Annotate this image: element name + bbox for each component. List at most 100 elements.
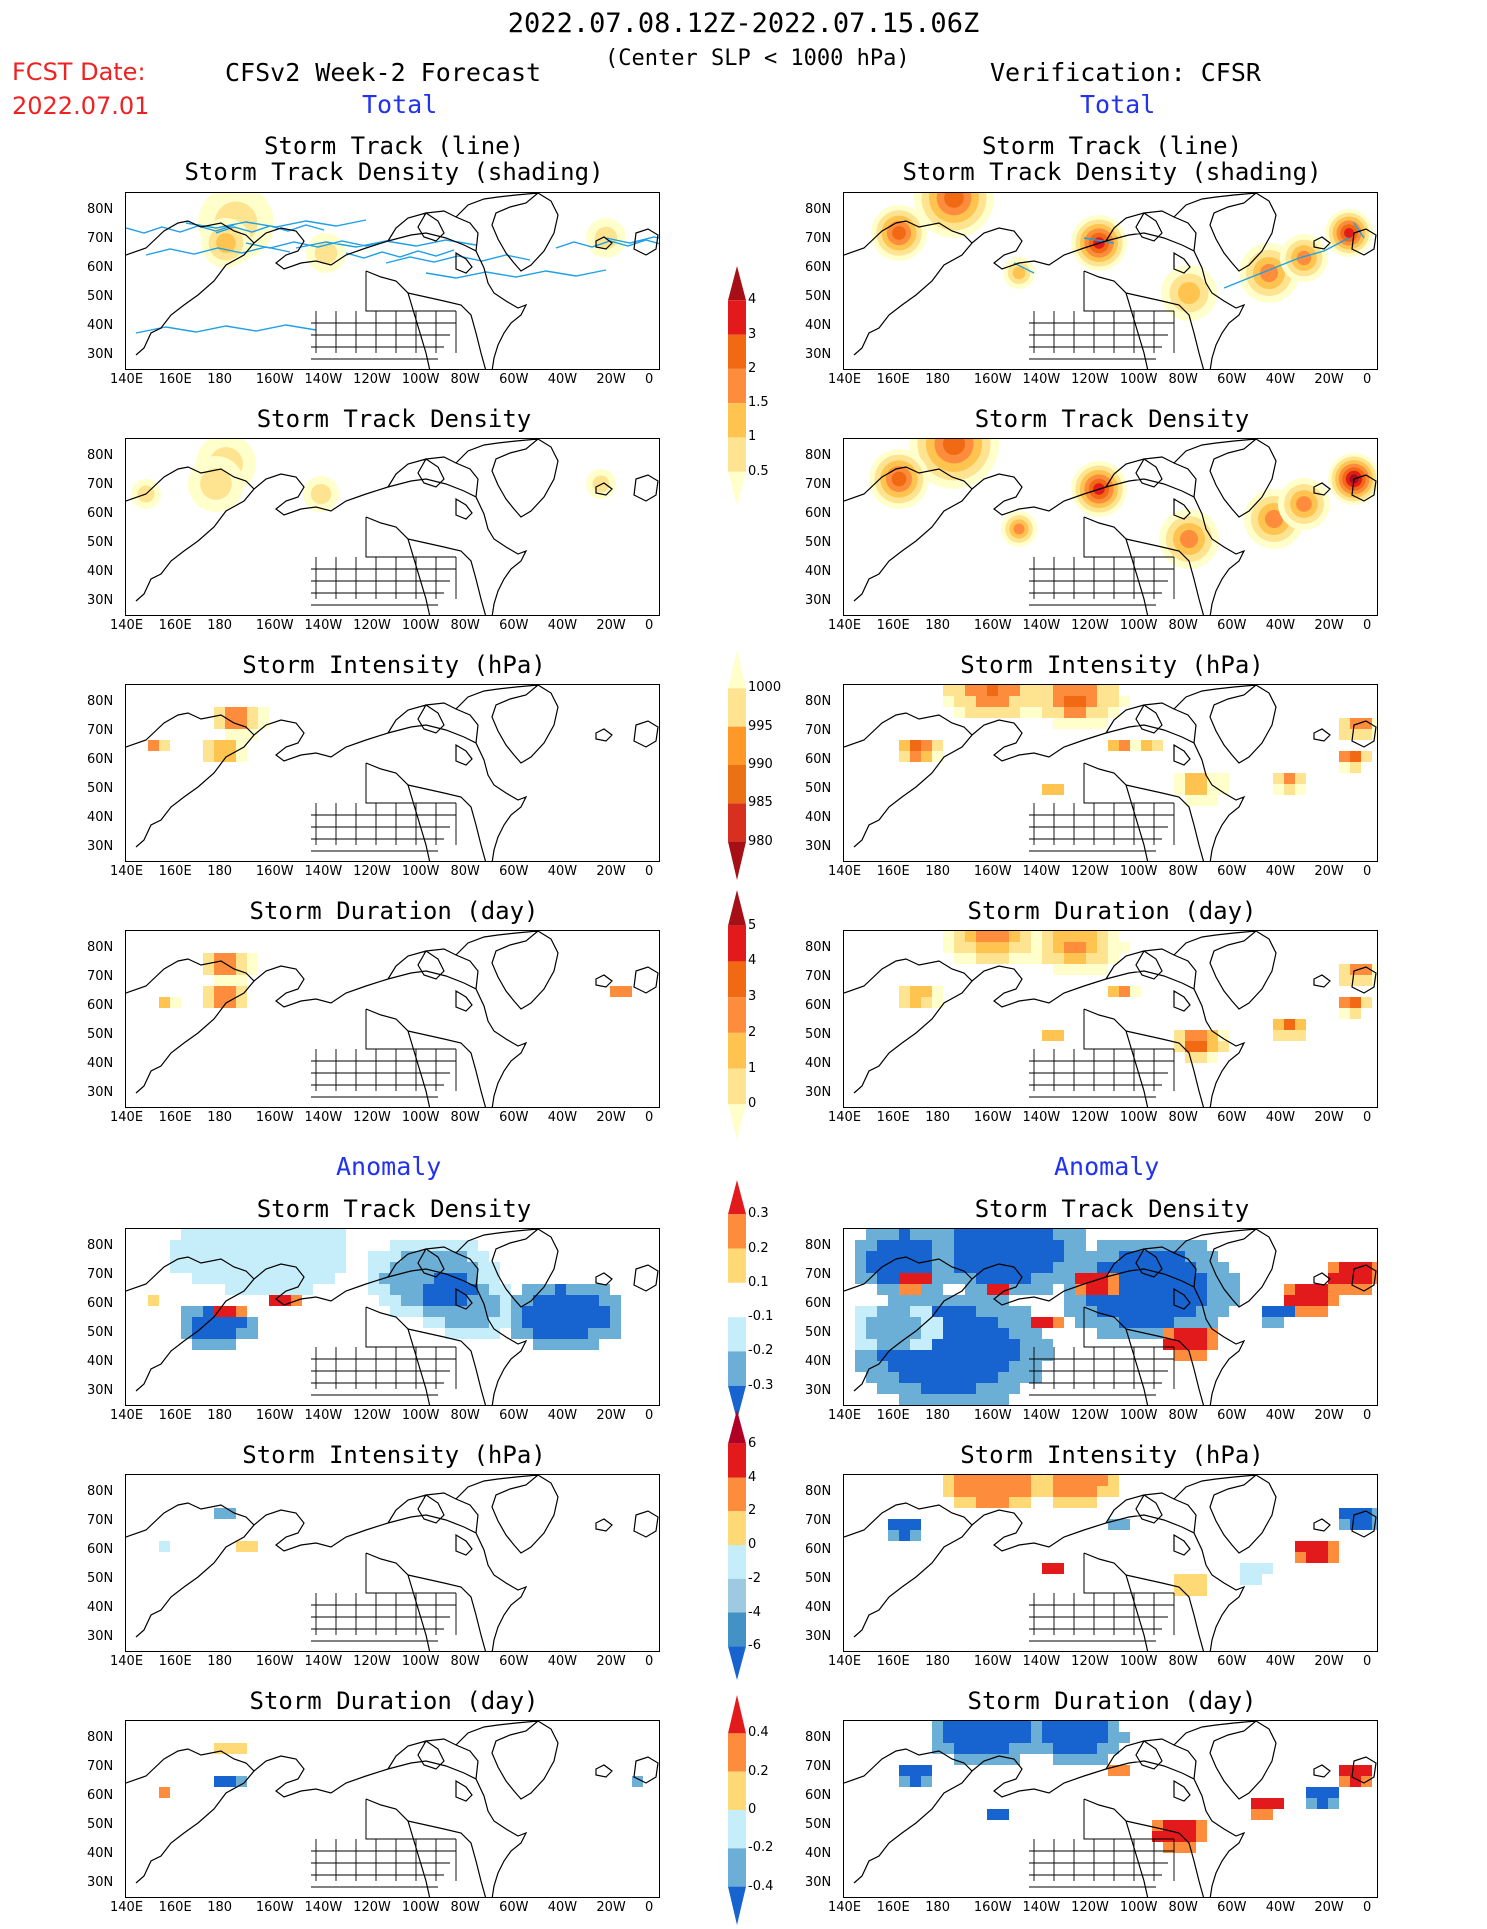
lon-tick-label: 0 bbox=[645, 618, 654, 633]
lon-tick-label: 20W bbox=[1314, 618, 1344, 633]
colorbar-label: -6 bbox=[748, 1638, 761, 1654]
colorbar-segment bbox=[728, 1733, 746, 1772]
lon-tick-label: 20W bbox=[596, 1900, 626, 1915]
colorbar-segment bbox=[728, 803, 746, 842]
lon-tick-label: 120W bbox=[1071, 1408, 1109, 1423]
colorbar-segment bbox=[728, 997, 746, 1033]
lon-tick-label: 40W bbox=[1265, 1408, 1296, 1423]
lat-tick-label: 40N bbox=[87, 318, 114, 333]
colorbar-label: 985 bbox=[748, 795, 773, 811]
colorbar-segment bbox=[728, 841, 746, 880]
lon-tick-label: 100W bbox=[1119, 372, 1158, 387]
left-p4-title: Storm Duration (day) bbox=[249, 897, 539, 925]
colorbar-segment bbox=[728, 266, 746, 301]
lon-tick-label: 140E bbox=[828, 1654, 862, 1669]
colorbar-total-density: 4 3 2 1.5 1 0.5 bbox=[728, 266, 808, 506]
lon-tick-label: 160E bbox=[876, 1654, 910, 1669]
lat-tick-label: 80N bbox=[87, 202, 114, 217]
lon-tick-label: 140E bbox=[828, 372, 862, 387]
lon-tick-label: 160W bbox=[973, 618, 1012, 633]
map-panel-R4 bbox=[843, 930, 1378, 1108]
right-heading: Verification: CFSR bbox=[990, 58, 1261, 87]
colorbar-label: 0.4 bbox=[748, 1725, 769, 1741]
lon-tick-label: 160W bbox=[255, 1408, 294, 1423]
lon-tick-label: 60W bbox=[499, 618, 529, 633]
lon-tick-label: 20W bbox=[596, 618, 626, 633]
lon-tick-label: 0 bbox=[1363, 372, 1372, 387]
lat-tick-label: 50N bbox=[805, 781, 832, 796]
lat-tick-label: 80N bbox=[805, 1730, 832, 1745]
lat-tick-label: 30N bbox=[805, 1629, 832, 1644]
lat-tick-label: 40N bbox=[87, 1056, 114, 1071]
lat-tick-label: 70N bbox=[87, 723, 114, 738]
lat-tick-label: 40N bbox=[87, 1354, 114, 1369]
colorbar-label: 1 bbox=[748, 429, 757, 445]
map-panel-L4 bbox=[125, 930, 660, 1108]
lon-tick-label: 140E bbox=[828, 864, 862, 879]
map-canvas bbox=[844, 1229, 1377, 1405]
lon-tick-label: 40W bbox=[547, 1654, 578, 1669]
lat-tick-label: 60N bbox=[805, 1296, 832, 1311]
lat-tick-label: 80N bbox=[87, 1730, 114, 1745]
lon-tick-label: 60W bbox=[499, 1900, 529, 1915]
subtitle: (Center SLP < 1000 hPa) bbox=[605, 46, 910, 71]
lat-tick-label: 60N bbox=[87, 998, 114, 1013]
lon-tick-label: 20W bbox=[1314, 864, 1344, 879]
colorbar-segment bbox=[728, 961, 746, 998]
lon-tick-label: 180 bbox=[207, 1900, 233, 1915]
lon-tick-label: 160W bbox=[255, 1900, 294, 1915]
colorbar-segment bbox=[728, 1104, 746, 1140]
lon-tick-label: 160E bbox=[876, 1900, 910, 1915]
lon-tick-label: 140W bbox=[1022, 618, 1061, 633]
lon-tick-label: 120W bbox=[353, 618, 391, 633]
fcst-label: FCST Date: bbox=[12, 58, 146, 86]
lat-tick-label: 80N bbox=[87, 1238, 114, 1253]
colorbar-segment bbox=[728, 1695, 746, 1734]
lon-tick-label: 100W bbox=[1119, 1408, 1158, 1423]
lon-tick-label: 120W bbox=[353, 1110, 391, 1125]
lon-tick-label: 40W bbox=[547, 618, 578, 633]
lat-tick-label: 70N bbox=[87, 1759, 114, 1774]
colorbar-segment bbox=[728, 1248, 746, 1283]
map-panel-L2 bbox=[125, 438, 660, 616]
lon-tick-label: 140W bbox=[304, 1900, 343, 1915]
lon-tick-label: 180 bbox=[925, 1110, 951, 1125]
lon-tick-label: 40W bbox=[1265, 1110, 1296, 1125]
lon-tick-label: 80W bbox=[450, 372, 480, 387]
right-p7-title: Storm Duration (day) bbox=[967, 1687, 1257, 1715]
lon-tick-label: 100W bbox=[401, 864, 440, 879]
lon-tick-label: 40W bbox=[547, 372, 578, 387]
lat-tick-label: 70N bbox=[87, 1513, 114, 1528]
colorbar-segment bbox=[728, 1848, 746, 1887]
colorbar-label: 2 bbox=[748, 1024, 757, 1040]
colorbar-segment bbox=[728, 1410, 746, 1444]
lon-tick-label: 60W bbox=[499, 1408, 529, 1423]
lon-tick-label: 40W bbox=[547, 1408, 578, 1423]
lon-tick-label: 80W bbox=[1168, 1408, 1198, 1423]
colorbar-segment bbox=[728, 1385, 746, 1420]
colorbar-label: -0.2 bbox=[748, 1343, 774, 1359]
colorbar-label: 3 bbox=[748, 989, 757, 1005]
lon-tick-label: 120W bbox=[1071, 864, 1109, 879]
map-canvas bbox=[844, 1475, 1377, 1651]
lon-tick-label: 160E bbox=[158, 1110, 192, 1125]
colorbar-segment bbox=[728, 1032, 746, 1069]
map-canvas bbox=[844, 685, 1377, 861]
lat-tick-label: 50N bbox=[87, 1027, 114, 1042]
lat-tick-label: 80N bbox=[805, 448, 832, 463]
lon-tick-label: 80W bbox=[1168, 1900, 1198, 1915]
lon-tick-label: 180 bbox=[925, 1900, 951, 1915]
left-p5-title: Storm Track Density bbox=[256, 1195, 532, 1223]
lon-tick-label: 0 bbox=[1363, 1110, 1372, 1125]
lon-tick-label: 160W bbox=[255, 372, 294, 387]
lat-tick-label: 60N bbox=[805, 1542, 832, 1557]
colorbar-label: 4 bbox=[748, 1469, 757, 1485]
lat-tick-label: 30N bbox=[805, 1875, 832, 1890]
lon-tick-label: 0 bbox=[645, 1408, 654, 1423]
lat-tick-label: 80N bbox=[87, 694, 114, 709]
right-anomaly-label: Anomaly bbox=[1054, 1152, 1160, 1181]
lon-tick-label: 160E bbox=[876, 1408, 910, 1423]
lat-tick-label: 50N bbox=[805, 1817, 832, 1832]
lon-tick-label: 160W bbox=[255, 618, 294, 633]
lon-tick-label: 40W bbox=[1265, 618, 1296, 633]
